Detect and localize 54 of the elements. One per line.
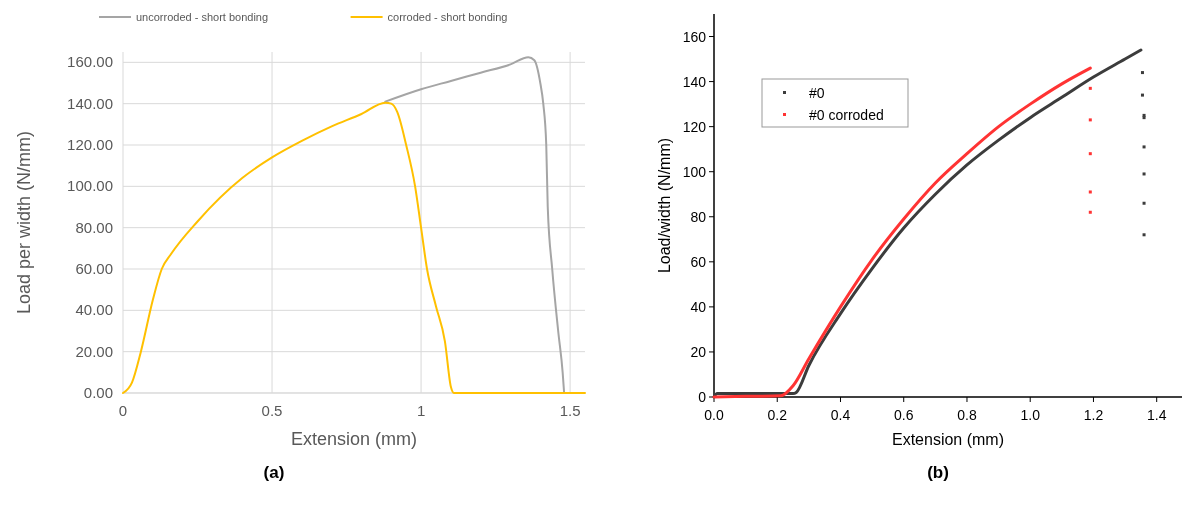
point: [1142, 201, 1146, 205]
x-tick-label: 1.2: [1083, 407, 1104, 423]
y-tick-label: 80.00: [75, 218, 113, 236]
y-tick-label: 140: [682, 73, 707, 90]
text: (a): [263, 463, 285, 482]
x-tick-label: 0.0: [704, 407, 724, 423]
y-tick-label: 40.00: [75, 301, 113, 319]
x-tick-label: 1.0: [1020, 407, 1041, 423]
point: [1088, 190, 1092, 194]
x-tick-label: 0.8: [957, 407, 977, 423]
y-tick-label: 120: [682, 118, 707, 135]
y-tick-label: 160: [682, 28, 707, 45]
legend-label: uncorroded - short bonding: [136, 11, 269, 23]
y-axis-title: Load/width (N/mm): [656, 137, 673, 274]
point: [1088, 210, 1092, 214]
y-tick-label: 80: [690, 208, 707, 225]
y-tick-label: 100: [682, 163, 707, 180]
y-tick-label: 160.00: [67, 53, 113, 71]
x-tick-label: 1.5: [559, 402, 581, 419]
x-tick-label: 0: [118, 402, 128, 419]
y-tick-label: 60: [690, 253, 707, 270]
y-tick-label: 120.00: [67, 136, 113, 153]
line-series: [384, 56, 566, 394]
line-series: [712, 66, 1092, 399]
x-axis-title: Extension (mm): [891, 431, 1005, 448]
x-tick-label: 1.4: [1146, 407, 1167, 423]
point: [1088, 86, 1092, 90]
x-axis-title: Extension (mm): [290, 429, 418, 449]
point: [1088, 152, 1092, 156]
y-axis-title: Load per width (N/mm): [14, 130, 34, 315]
point: [1088, 118, 1092, 122]
x-tick-label: 1: [416, 402, 426, 419]
x-tick-label: 0.6: [894, 407, 914, 423]
x-tick-label: 0.5: [261, 402, 283, 419]
y-tick-label: 140.00: [67, 94, 113, 112]
point: [1140, 93, 1144, 97]
point: [1142, 233, 1146, 237]
y-tick-label: 0.00: [83, 384, 113, 401]
point: [1142, 172, 1146, 176]
text: (b): [927, 463, 949, 482]
legend-label: #0: [809, 85, 825, 101]
y-tick-label: 100.00: [67, 177, 113, 195]
point: [1142, 145, 1146, 149]
y-tick-label: 20.00: [75, 342, 113, 360]
legend-label: corroded - short bonding: [387, 11, 508, 23]
y-tick-label: 20: [690, 343, 707, 360]
y-tick-label: 0: [698, 389, 707, 405]
y-tick-label: 60.00: [75, 260, 113, 277]
x-tick-label: 0.4: [830, 407, 851, 423]
line-series: [712, 48, 1143, 399]
legend-label: #0 corroded: [809, 107, 884, 123]
point: [1140, 71, 1144, 75]
x-tick-label: 0.2: [767, 407, 788, 423]
y-tick-label: 40: [690, 298, 707, 315]
